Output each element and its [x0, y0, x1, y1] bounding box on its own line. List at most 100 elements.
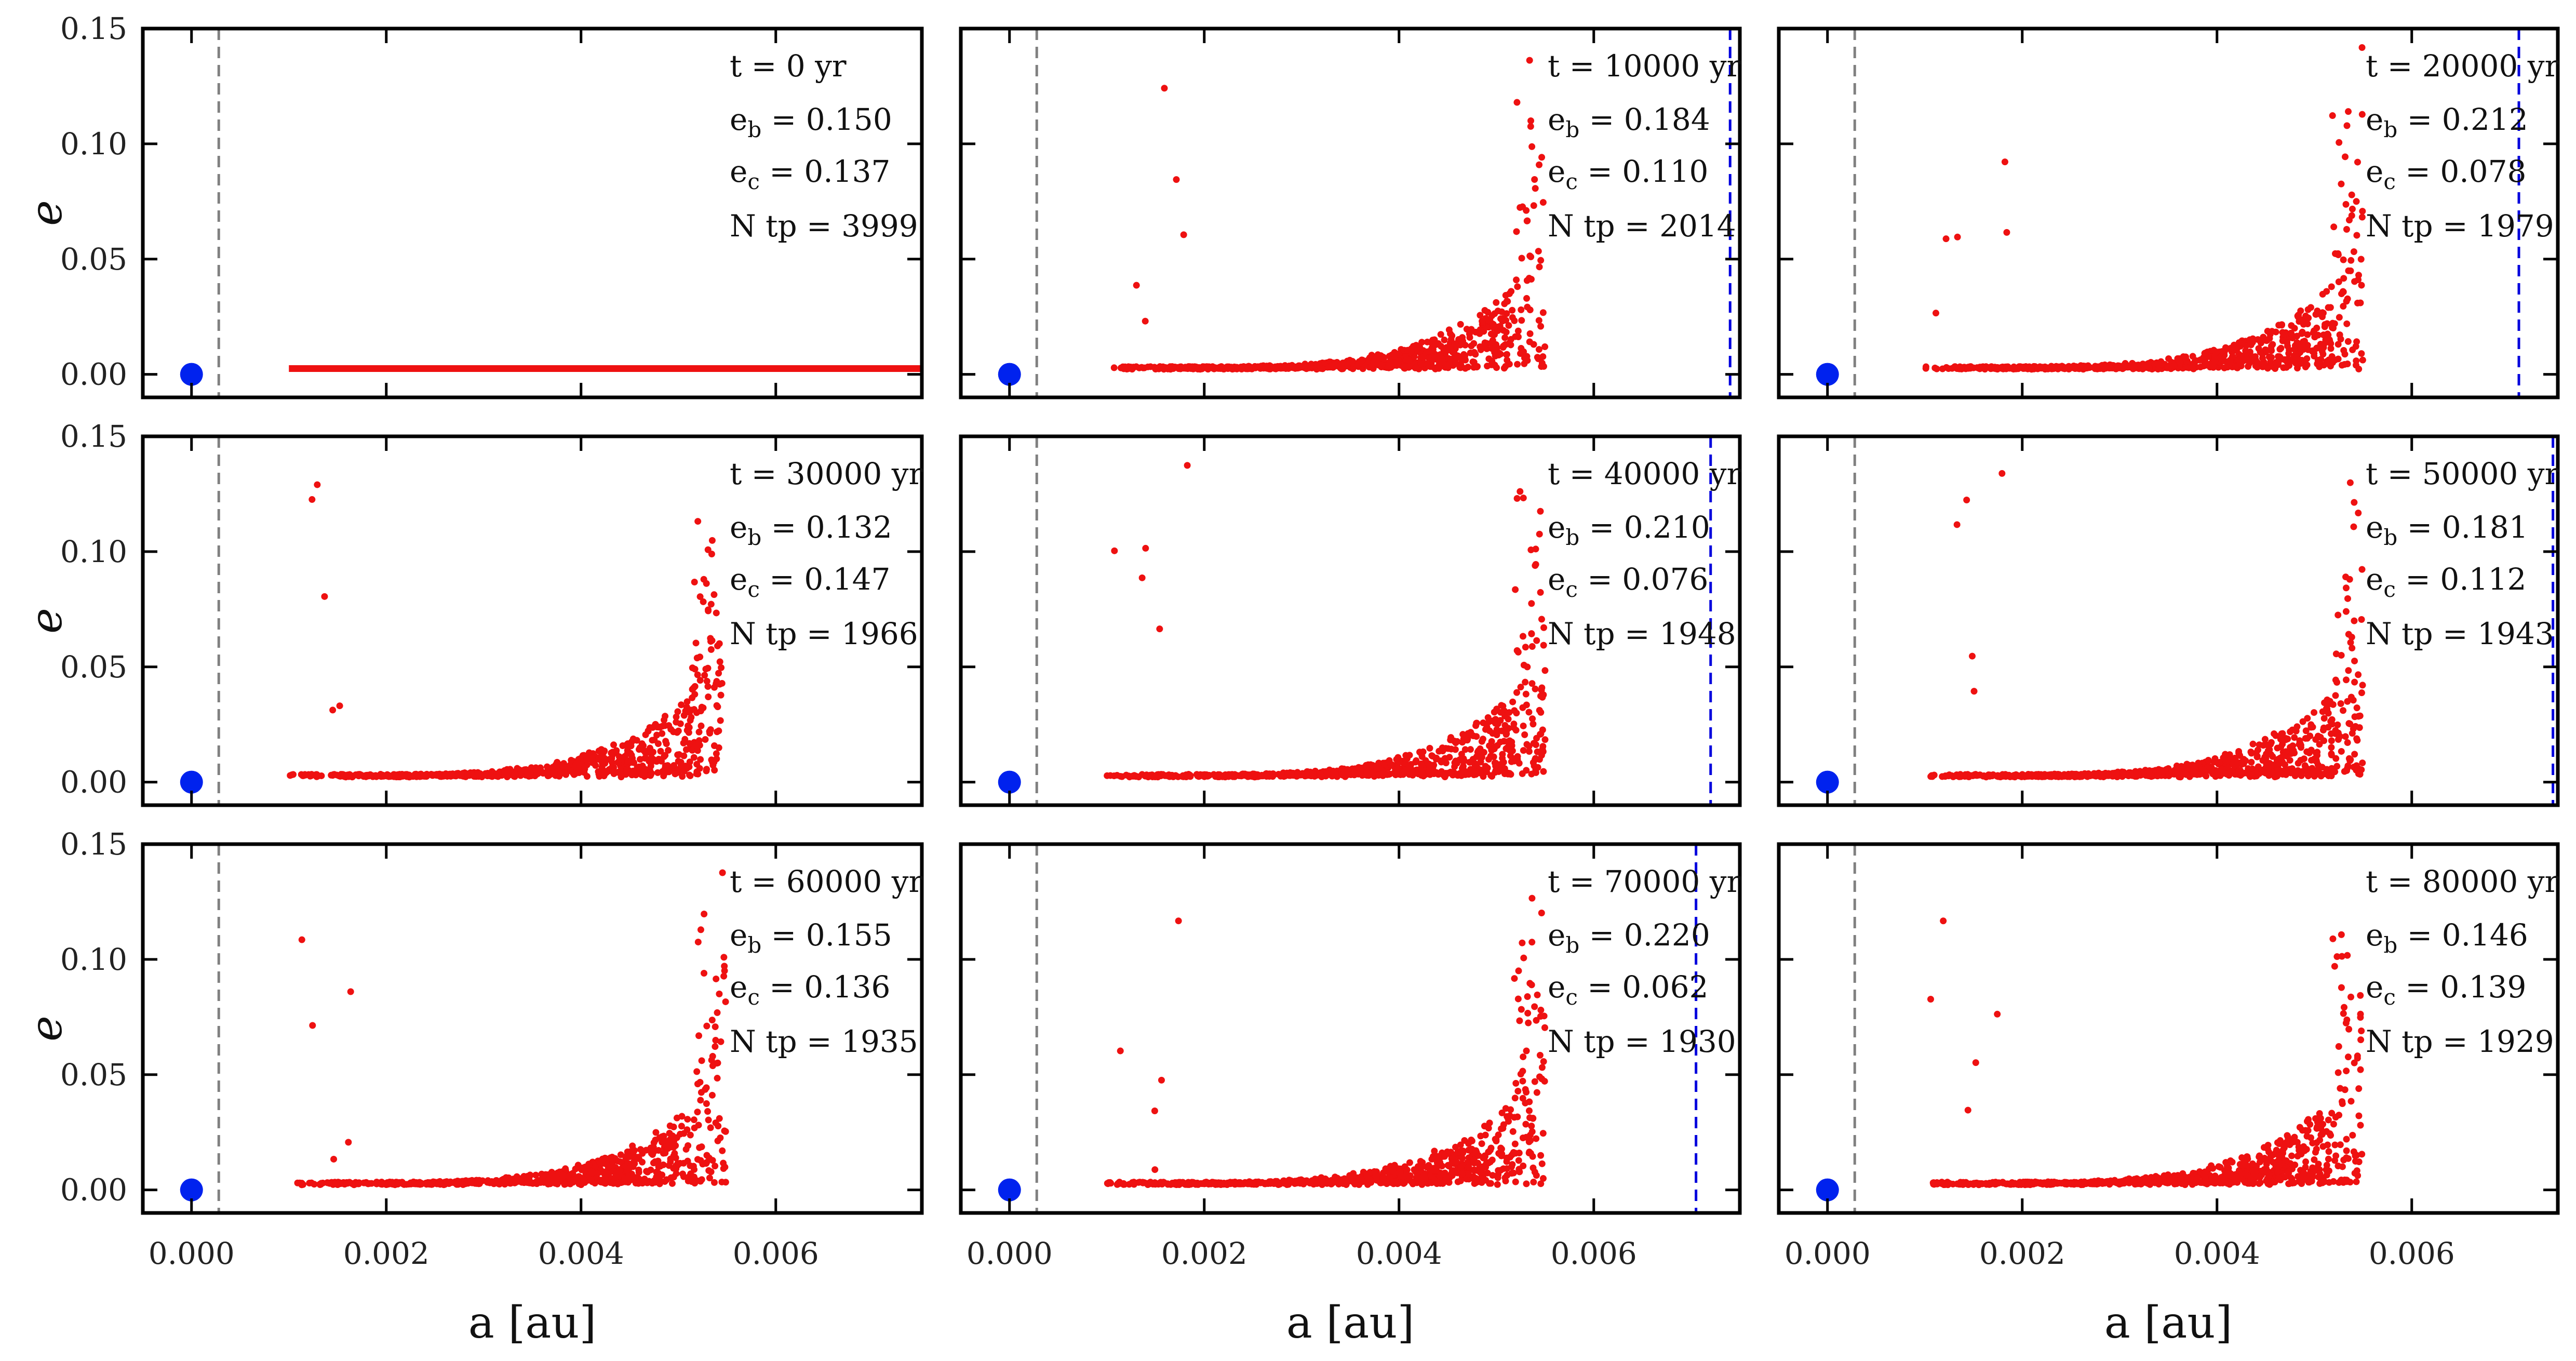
particle-point: [2358, 282, 2365, 289]
time-label: t = 20000 yr: [2366, 48, 2559, 84]
particle-point: [328, 771, 335, 779]
particle-point: [553, 762, 560, 769]
ticks: [1779, 435, 2558, 805]
particle-point: [1535, 346, 1542, 353]
particle-point: [2344, 338, 2352, 345]
particle-point: [662, 713, 669, 720]
particle-point: [365, 1180, 372, 1187]
particle-point: [1152, 365, 1159, 372]
particle-point: [2325, 770, 2332, 778]
particle-point: [1505, 715, 1512, 723]
particle-point: [1439, 748, 1446, 755]
particle-point: [692, 639, 700, 647]
particle-point: [458, 771, 465, 779]
particle-point: [2317, 733, 2324, 741]
particle-point: [1489, 1172, 1496, 1179]
particle-point: [708, 1091, 716, 1099]
particle-point: [1464, 364, 1471, 371]
particle-point: [716, 658, 723, 665]
particle-point: [2327, 340, 2334, 347]
particle-point: [544, 769, 551, 777]
particle-point: [2092, 771, 2100, 778]
particle-point: [2107, 364, 2114, 371]
x-tick-label: 0.006: [733, 1236, 819, 1271]
particle-point: [652, 720, 659, 728]
particle-point: [2005, 364, 2013, 371]
particle-point: [1539, 1175, 1547, 1182]
particle-point: [673, 1134, 680, 1141]
particle-point: [1402, 766, 1409, 773]
particle-point: [2252, 362, 2259, 369]
particle-point: [1369, 769, 1376, 777]
particle-point: [598, 752, 605, 759]
particle-point: [2300, 755, 2307, 763]
particle-point: [2285, 350, 2292, 357]
particle-point: [618, 771, 625, 778]
particle-point: [2345, 108, 2352, 115]
particle-point: [2340, 707, 2347, 714]
particle-point: [685, 729, 692, 736]
particle-point: [2336, 314, 2343, 321]
ec-label: ec = 0.136: [730, 969, 890, 1010]
particle-point: [2336, 139, 2343, 146]
particle-point: [1522, 644, 1529, 651]
particle-point: [661, 769, 668, 776]
particle-point: [1539, 309, 1547, 316]
particle-point: [2226, 356, 2234, 364]
particle-point: [355, 771, 362, 778]
particle-point: [1525, 743, 1533, 750]
particle-point: [2213, 349, 2220, 356]
particle-point: [686, 763, 693, 770]
particle-point: [2349, 730, 2356, 737]
particle-point: [2276, 345, 2284, 353]
particle-point: [569, 1170, 576, 1177]
particle-point: [369, 773, 377, 780]
particle-point: [1478, 738, 1485, 745]
particle-point: [2209, 363, 2217, 370]
particle-point: [2225, 772, 2233, 779]
particle-point: [1375, 759, 1383, 767]
particle-point: [699, 1160, 706, 1168]
particle-point: [1490, 753, 1497, 760]
particle-point: [324, 1179, 331, 1186]
particle-point: [1520, 495, 1527, 502]
particle-point: [1502, 745, 1510, 752]
particle-point: [2345, 667, 2352, 674]
particle-point: [527, 1171, 534, 1179]
particle-point: [1532, 755, 1539, 762]
particle-point: [2154, 772, 2161, 780]
particle-point: [1194, 772, 1201, 780]
particle-point: [685, 1142, 692, 1149]
particle-point: [1538, 154, 1546, 161]
particle-point: [1998, 470, 2006, 477]
y-tick-label: 0.15: [60, 826, 127, 862]
particle-point: [680, 1130, 688, 1137]
particle-point: [1970, 688, 1978, 695]
particle-point: [2245, 363, 2252, 370]
particle-point: [1444, 363, 1451, 370]
particle-point: [707, 646, 715, 653]
particle-point: [1153, 771, 1161, 778]
particle-point: [708, 537, 716, 544]
particle-point: [1520, 747, 1527, 754]
particle-point: [1218, 363, 1225, 370]
particle-point: [650, 1143, 657, 1151]
particle-point: [2299, 329, 2306, 337]
particle-point: [540, 1179, 547, 1186]
particle-point: [1496, 323, 1504, 330]
particle-point: [695, 1032, 703, 1039]
particle-point: [1528, 143, 1536, 150]
particle-point: [1942, 772, 1949, 780]
particle-point: [609, 768, 616, 775]
particle-point: [1110, 364, 1118, 371]
particle-point: [683, 698, 691, 705]
particle-point: [1470, 340, 1478, 347]
particle-point: [2015, 365, 2022, 372]
particle-point: [1538, 616, 1545, 623]
particle-point: [2289, 726, 2296, 733]
particle-point: [418, 1180, 425, 1187]
particle-point: [703, 677, 710, 685]
particle-point: [651, 736, 658, 743]
